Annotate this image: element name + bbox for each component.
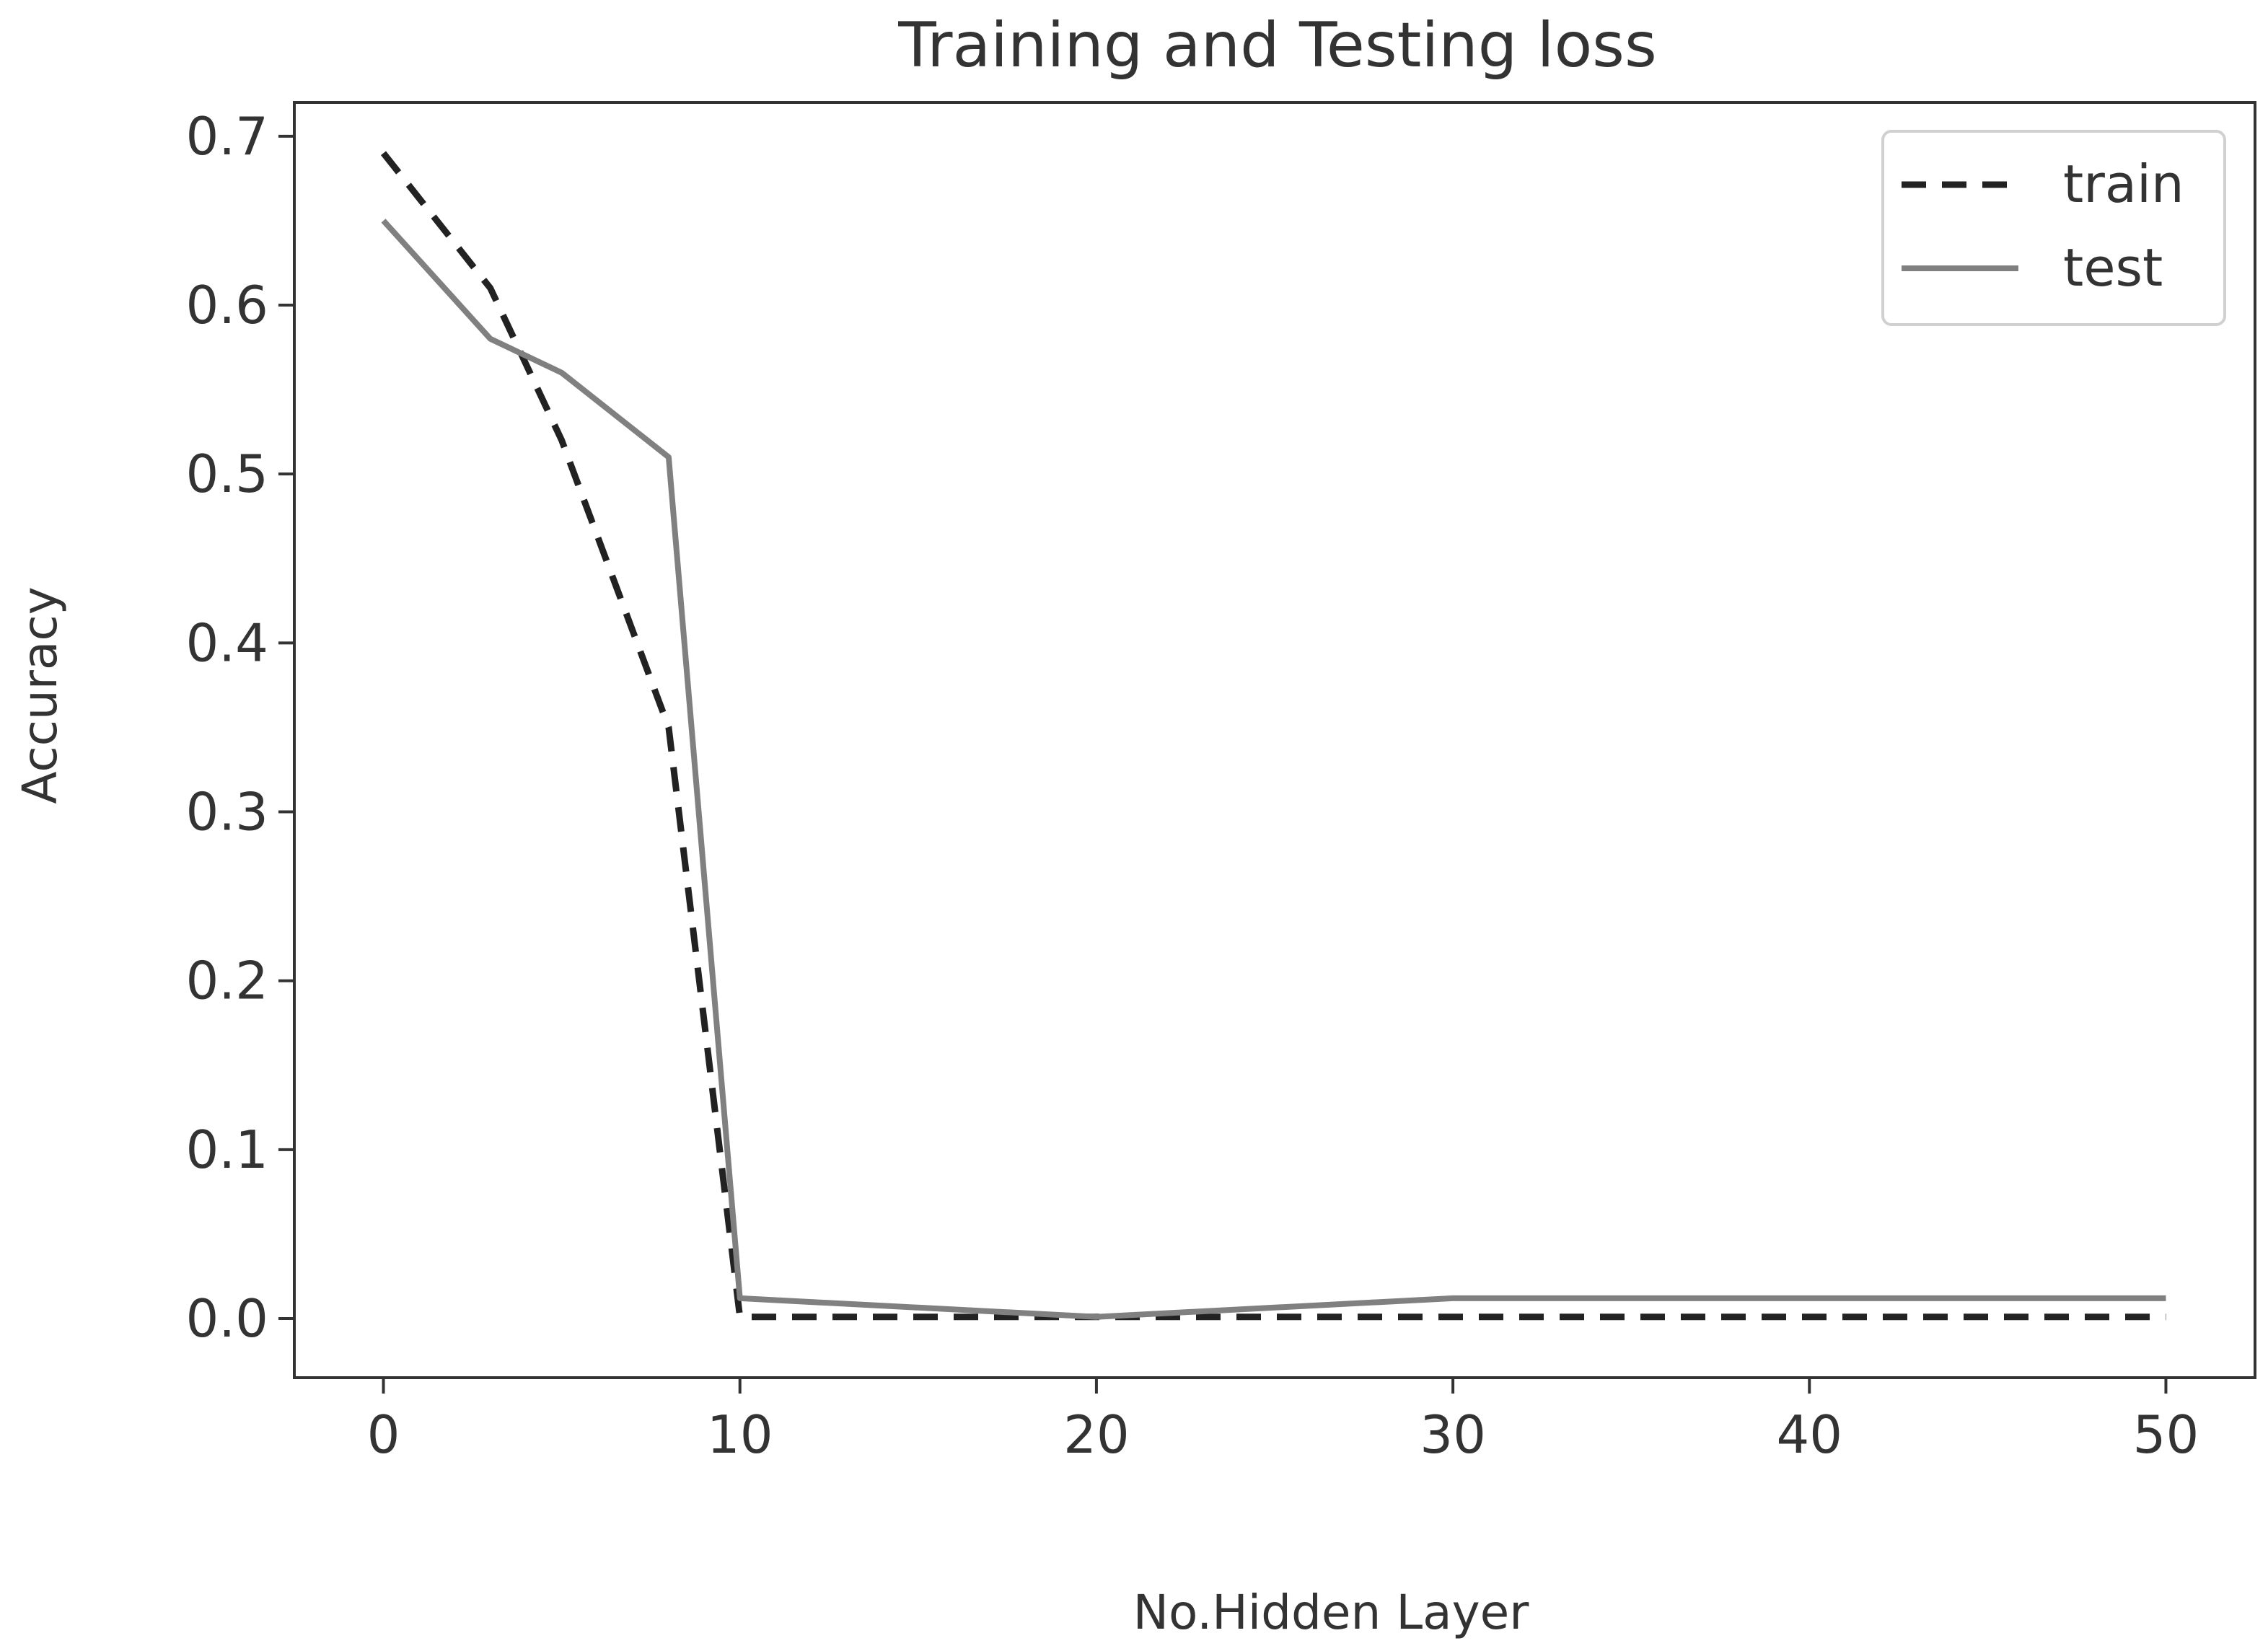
y-axis-label: Accuracy	[12, 586, 68, 804]
x-tick-label: 20	[1063, 1404, 1130, 1465]
x-tick-label: 10	[707, 1404, 773, 1465]
y-tick-label: 0.2	[185, 951, 268, 1011]
y-tick-label: 0.6	[185, 275, 268, 335]
legend: train test	[1881, 130, 2226, 326]
y-tick-label: 0.4	[185, 612, 268, 673]
y-tick-label: 0.0	[185, 1288, 268, 1349]
series-line-test	[381, 219, 2166, 1320]
legend-label-train: train	[2063, 154, 2184, 214]
x-tick-label: 50	[2133, 1404, 2199, 1465]
y-axis: 0.0 0.1 0.2 0.3 0.4 0.5 0.6 0.7	[185, 106, 294, 1349]
x-tick-label: 0	[367, 1404, 400, 1465]
chart-title: Training and Testing loss	[897, 9, 1657, 82]
x-tick-label: 30	[1420, 1404, 1486, 1465]
x-axis-label: No.Hidden Layer	[1133, 1585, 1530, 1640]
series-line-train	[380, 151, 2166, 1321]
y-tick-label: 0.7	[185, 106, 268, 167]
y-tick-label: 0.3	[185, 782, 268, 842]
x-axis: 0 10 20 30 40 50	[367, 1378, 2199, 1465]
legend-box	[1881, 130, 2226, 326]
y-tick-label: 0.1	[185, 1119, 268, 1180]
legend-label-test: test	[2063, 237, 2163, 298]
x-tick-label: 40	[1776, 1404, 1842, 1465]
series-layer	[380, 151, 2166, 1321]
y-tick-label: 0.5	[185, 444, 268, 504]
